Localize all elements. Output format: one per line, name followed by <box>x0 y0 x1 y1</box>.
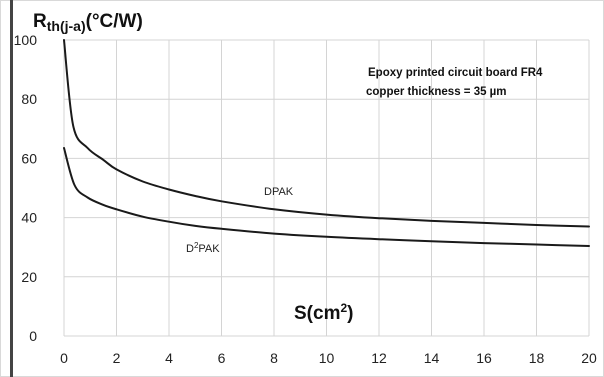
y-tick-label: 100 <box>14 32 38 48</box>
x-tick-label: 6 <box>218 350 226 366</box>
series-label-d2pak-rest: PAK <box>198 243 220 255</box>
x-tick-label: 2 <box>113 350 121 366</box>
grid <box>63 39 590 337</box>
x-tick-label: 8 <box>270 350 278 366</box>
y-tick-label: 60 <box>21 150 37 166</box>
y-axis-title-subscript: th(j-a) <box>47 18 86 34</box>
annotation-line-1: Epoxy printed circuit board FR4 <box>368 67 543 79</box>
x-tick-label: 4 <box>165 350 173 366</box>
series-label-d2pak-main: D <box>186 243 194 255</box>
series-line-d2pak <box>63 147 590 247</box>
x-axis-title-main: S(cm <box>294 303 340 324</box>
x-tick-label: 20 <box>581 350 597 366</box>
x-tick-label: 10 <box>319 350 335 366</box>
y-tick-label: 40 <box>21 210 37 226</box>
annotation-line-2: copper thickness = 35 µm <box>366 86 507 98</box>
x-tick-label: 12 <box>371 350 387 366</box>
x-axis-title: S(cm2) <box>294 301 353 324</box>
left-edge-line <box>10 0 13 377</box>
y-tick-label: 20 <box>21 269 37 285</box>
tick-labels: 0 20 40 60 80 100 0 2 4 6 8 10 12 14 16 18 20 <box>14 32 597 366</box>
y-axis-title: Rth(j-a)(°C/W) <box>33 11 143 34</box>
x-tick-label: 18 <box>529 350 545 366</box>
x-tick-label: 0 <box>60 350 68 366</box>
y-axis-title-main: R <box>33 11 47 32</box>
series-label-dpak: DPAK <box>264 186 294 198</box>
x-axis-title-close: ) <box>347 303 353 324</box>
x-tick-label: 16 <box>476 350 492 366</box>
y-tick-label: 0 <box>29 328 37 344</box>
series-label-d2pak: D2PAK <box>186 241 220 255</box>
series <box>63 39 590 247</box>
series-label-d2pak-superscript: 2 <box>194 241 199 250</box>
x-axis-title-superscript: 2 <box>340 301 347 315</box>
series-line-dpak <box>63 39 590 228</box>
y-axis-title-unit: (°C/W) <box>86 11 143 32</box>
y-tick-label: 80 <box>21 91 37 107</box>
x-tick-label: 14 <box>424 350 440 366</box>
